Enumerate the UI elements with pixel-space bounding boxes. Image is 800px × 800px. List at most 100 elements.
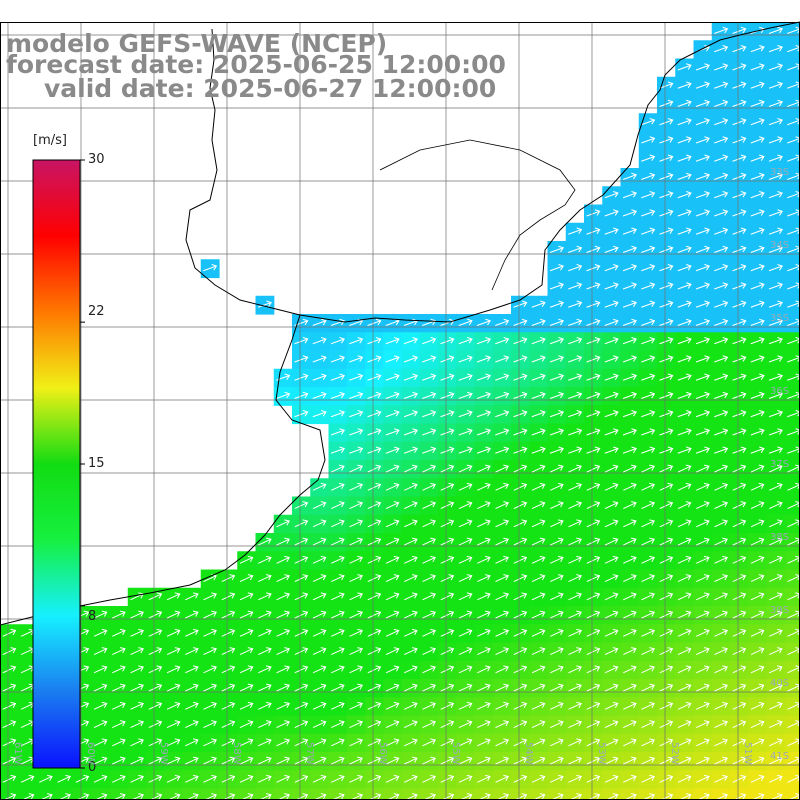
wind-arrow bbox=[367, 592, 382, 601]
wind-arrow bbox=[623, 464, 637, 473]
wind-arrow bbox=[440, 756, 455, 765]
wind-arrow bbox=[732, 574, 747, 583]
wind-arrow bbox=[403, 410, 418, 418]
wind-arrow bbox=[732, 428, 747, 436]
wind-arrow bbox=[531, 647, 546, 656]
forecast-date: forecast date: 2025-06-25 12:00:00 bbox=[6, 50, 506, 79]
wind-arrow bbox=[440, 373, 455, 381]
wind-arrow bbox=[659, 373, 674, 381]
wind-arrow bbox=[549, 446, 564, 454]
wind-arrow bbox=[750, 63, 765, 71]
wind-arrow bbox=[695, 318, 710, 326]
wind-arrow bbox=[769, 501, 783, 510]
wind-arrow bbox=[641, 592, 655, 601]
wind-arrow bbox=[458, 756, 473, 765]
wind-arrow bbox=[257, 300, 272, 308]
wind-arrow bbox=[531, 337, 546, 345]
wind-arrow bbox=[677, 537, 692, 546]
wind-arrow bbox=[696, 519, 710, 528]
wind-arrow bbox=[185, 647, 199, 656]
wind-cell bbox=[748, 788, 768, 800]
wind-arrow bbox=[623, 501, 637, 510]
wind-arrow bbox=[93, 738, 108, 747]
wind-arrow bbox=[623, 519, 637, 528]
wind-arrow bbox=[549, 318, 564, 326]
wind-arrow bbox=[568, 610, 582, 619]
wind-arrow bbox=[349, 410, 364, 418]
wind-arrow bbox=[495, 610, 509, 619]
wind-arrow bbox=[677, 300, 692, 308]
wind-arrow bbox=[294, 537, 309, 546]
wind-arrow bbox=[714, 410, 729, 418]
wind-arrow bbox=[404, 756, 418, 765]
wind-arrow bbox=[367, 610, 382, 619]
wind-arrow bbox=[404, 683, 418, 692]
wind-arrow bbox=[769, 665, 783, 674]
wind-arrow bbox=[349, 592, 363, 601]
wind-arrow bbox=[294, 738, 309, 747]
wind-arrow bbox=[750, 245, 765, 253]
wind-arrow bbox=[787, 391, 800, 399]
wind-arrow bbox=[622, 428, 637, 436]
wind-arrow bbox=[458, 428, 473, 436]
wind-arrow bbox=[714, 63, 729, 71]
wind-arrow bbox=[695, 118, 710, 126]
wind-arrow bbox=[331, 610, 345, 619]
wind-arrow bbox=[732, 720, 747, 729]
wind-arrow bbox=[714, 245, 729, 253]
lon-label: 58W bbox=[231, 742, 242, 765]
wind-arrow bbox=[513, 300, 528, 308]
wind-arrow bbox=[568, 774, 582, 783]
wind-arrow bbox=[659, 410, 674, 418]
wind-arrow bbox=[2, 738, 17, 747]
wind-arrow bbox=[294, 665, 309, 674]
wind-arrow bbox=[659, 81, 674, 89]
wind-arrow bbox=[294, 592, 309, 601]
wind-arrow bbox=[513, 373, 528, 381]
wind-arrow bbox=[604, 300, 619, 308]
wind-arrow bbox=[367, 482, 382, 491]
wind-arrow bbox=[422, 428, 437, 436]
wind-arrow bbox=[367, 756, 382, 765]
wind-arrow bbox=[732, 519, 747, 528]
wind-arrow bbox=[695, 191, 710, 199]
wind-arrow bbox=[148, 774, 163, 783]
wind-arrow bbox=[732, 318, 747, 326]
wind-arrow bbox=[769, 537, 783, 546]
wind-arrow bbox=[221, 647, 236, 656]
wind-arrow bbox=[750, 99, 765, 107]
wind-arrow bbox=[404, 774, 418, 783]
wind-arrow bbox=[714, 373, 729, 381]
wind-arrow bbox=[458, 337, 473, 345]
wind-arrow bbox=[768, 300, 783, 308]
wind-cell bbox=[182, 788, 202, 800]
wind-arrow bbox=[787, 337, 800, 345]
wind-arrow bbox=[622, 300, 637, 308]
wind-arrow bbox=[568, 720, 582, 729]
wind-arrow bbox=[787, 574, 800, 583]
wind-arrow bbox=[93, 683, 108, 692]
wind-arrow bbox=[568, 245, 583, 253]
wind-arrow bbox=[586, 738, 601, 747]
wind-arrow bbox=[112, 665, 126, 674]
wind-arrow bbox=[586, 464, 601, 473]
wind-arrow bbox=[714, 665, 728, 674]
wind-arrow bbox=[458, 501, 473, 510]
wind-arrow bbox=[367, 683, 382, 692]
wind-arrow bbox=[513, 391, 528, 399]
wind-arrow bbox=[331, 519, 345, 528]
wind-arrow bbox=[695, 355, 710, 363]
wind-arrow bbox=[623, 555, 637, 564]
lat-label: 35S bbox=[770, 313, 790, 324]
wind-arrow bbox=[531, 464, 546, 473]
wind-arrow bbox=[622, 172, 637, 180]
wind-arrow bbox=[622, 227, 637, 235]
wind-arrow bbox=[458, 410, 473, 418]
wind-arrow bbox=[732, 756, 747, 765]
wind-arrow bbox=[604, 683, 619, 692]
wind-arrow bbox=[458, 665, 473, 674]
wind-arrow bbox=[367, 537, 382, 546]
wind-arrow bbox=[239, 610, 254, 619]
wind-arrow bbox=[769, 738, 783, 747]
wind-arrow bbox=[258, 774, 272, 783]
